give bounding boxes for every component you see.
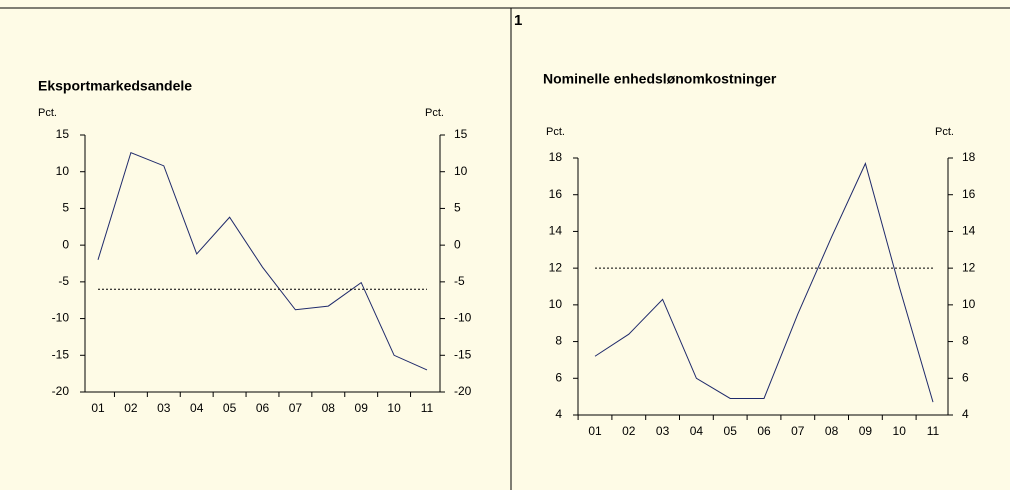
y2-tick-label: 12 — [962, 260, 976, 274]
y2-axis-label: Pct. — [935, 126, 954, 138]
y-axis-label: Pct. — [546, 126, 565, 138]
y2-tick-label: -10 — [454, 311, 472, 325]
x-tick-label: 04 — [190, 401, 204, 415]
y-tick-label: 14 — [549, 224, 563, 238]
x-tick-label: 09 — [355, 401, 369, 415]
y2-tick-label: 4 — [962, 407, 969, 421]
x-tick-label: 02 — [124, 401, 138, 415]
chart-title: Eksportmarkedsandele — [38, 78, 192, 94]
x-tick-label: 03 — [157, 401, 171, 415]
y2-tick-label: 6 — [962, 370, 969, 384]
y-tick-label: 12 — [549, 260, 563, 274]
x-tick-label: 08 — [322, 401, 336, 415]
x-tick-label: 03 — [656, 424, 670, 438]
x-tick-label: 05 — [724, 424, 738, 438]
data-line — [594, 162, 934, 403]
panel-label: 1 — [514, 12, 522, 29]
x-tick-label: 08 — [825, 424, 839, 438]
x-tick-label: 09 — [859, 424, 873, 438]
y-tick-label: 0 — [62, 237, 69, 251]
y2-tick-label: 14 — [962, 224, 976, 238]
y2-tick-label: -5 — [454, 274, 465, 288]
x-tick-label: 11 — [927, 424, 940, 438]
x-tick-label: 05 — [223, 401, 237, 415]
data-line — [97, 151, 428, 371]
y-tick-label: 8 — [555, 334, 562, 348]
x-tick-label: 02 — [622, 424, 636, 438]
y-tick-label: 6 — [555, 370, 562, 384]
y2-tick-label: 18 — [962, 150, 976, 164]
y-tick-label: 10 — [56, 164, 70, 178]
y-tick-label: 15 — [56, 127, 70, 141]
x-tick-label: 04 — [690, 424, 704, 438]
y-tick-label: 4 — [555, 407, 562, 421]
y-tick-label: 16 — [549, 187, 563, 201]
y-tick-label: 5 — [62, 201, 69, 215]
y2-tick-label: 8 — [962, 334, 969, 348]
y2-tick-label: -15 — [454, 347, 472, 361]
y2-tick-label: -20 — [454, 384, 472, 398]
y-tick-label: -20 — [52, 384, 70, 398]
x-tick-label: 07 — [791, 424, 805, 438]
y-tick-label: 18 — [549, 150, 563, 164]
x-tick-label: 07 — [289, 401, 303, 415]
y-tick-label: -5 — [58, 274, 69, 288]
x-tick-label: 06 — [757, 424, 771, 438]
y2-axis-label: Pct. — [425, 107, 444, 119]
x-tick-label: 01 — [588, 424, 602, 438]
y2-tick-label: 10 — [962, 297, 976, 311]
y2-tick-label: 5 — [454, 201, 461, 215]
x-tick-label: 10 — [387, 401, 401, 415]
x-tick-label: 01 — [91, 401, 105, 415]
x-tick-label: 11 — [421, 401, 434, 415]
y2-tick-label: 15 — [454, 127, 468, 141]
x-tick-label: 06 — [256, 401, 270, 415]
y2-tick-label: 16 — [962, 187, 976, 201]
y-tick-label: -10 — [52, 311, 70, 325]
y-axis-label: Pct. — [38, 107, 57, 119]
y-tick-label: 10 — [549, 297, 563, 311]
y2-tick-label: 10 — [454, 164, 468, 178]
chart-title: Nominelle enhedslønomkostninger — [543, 71, 777, 87]
y-tick-label: -15 — [52, 347, 70, 361]
y2-tick-label: 0 — [454, 237, 461, 251]
x-tick-label: 10 — [893, 424, 907, 438]
